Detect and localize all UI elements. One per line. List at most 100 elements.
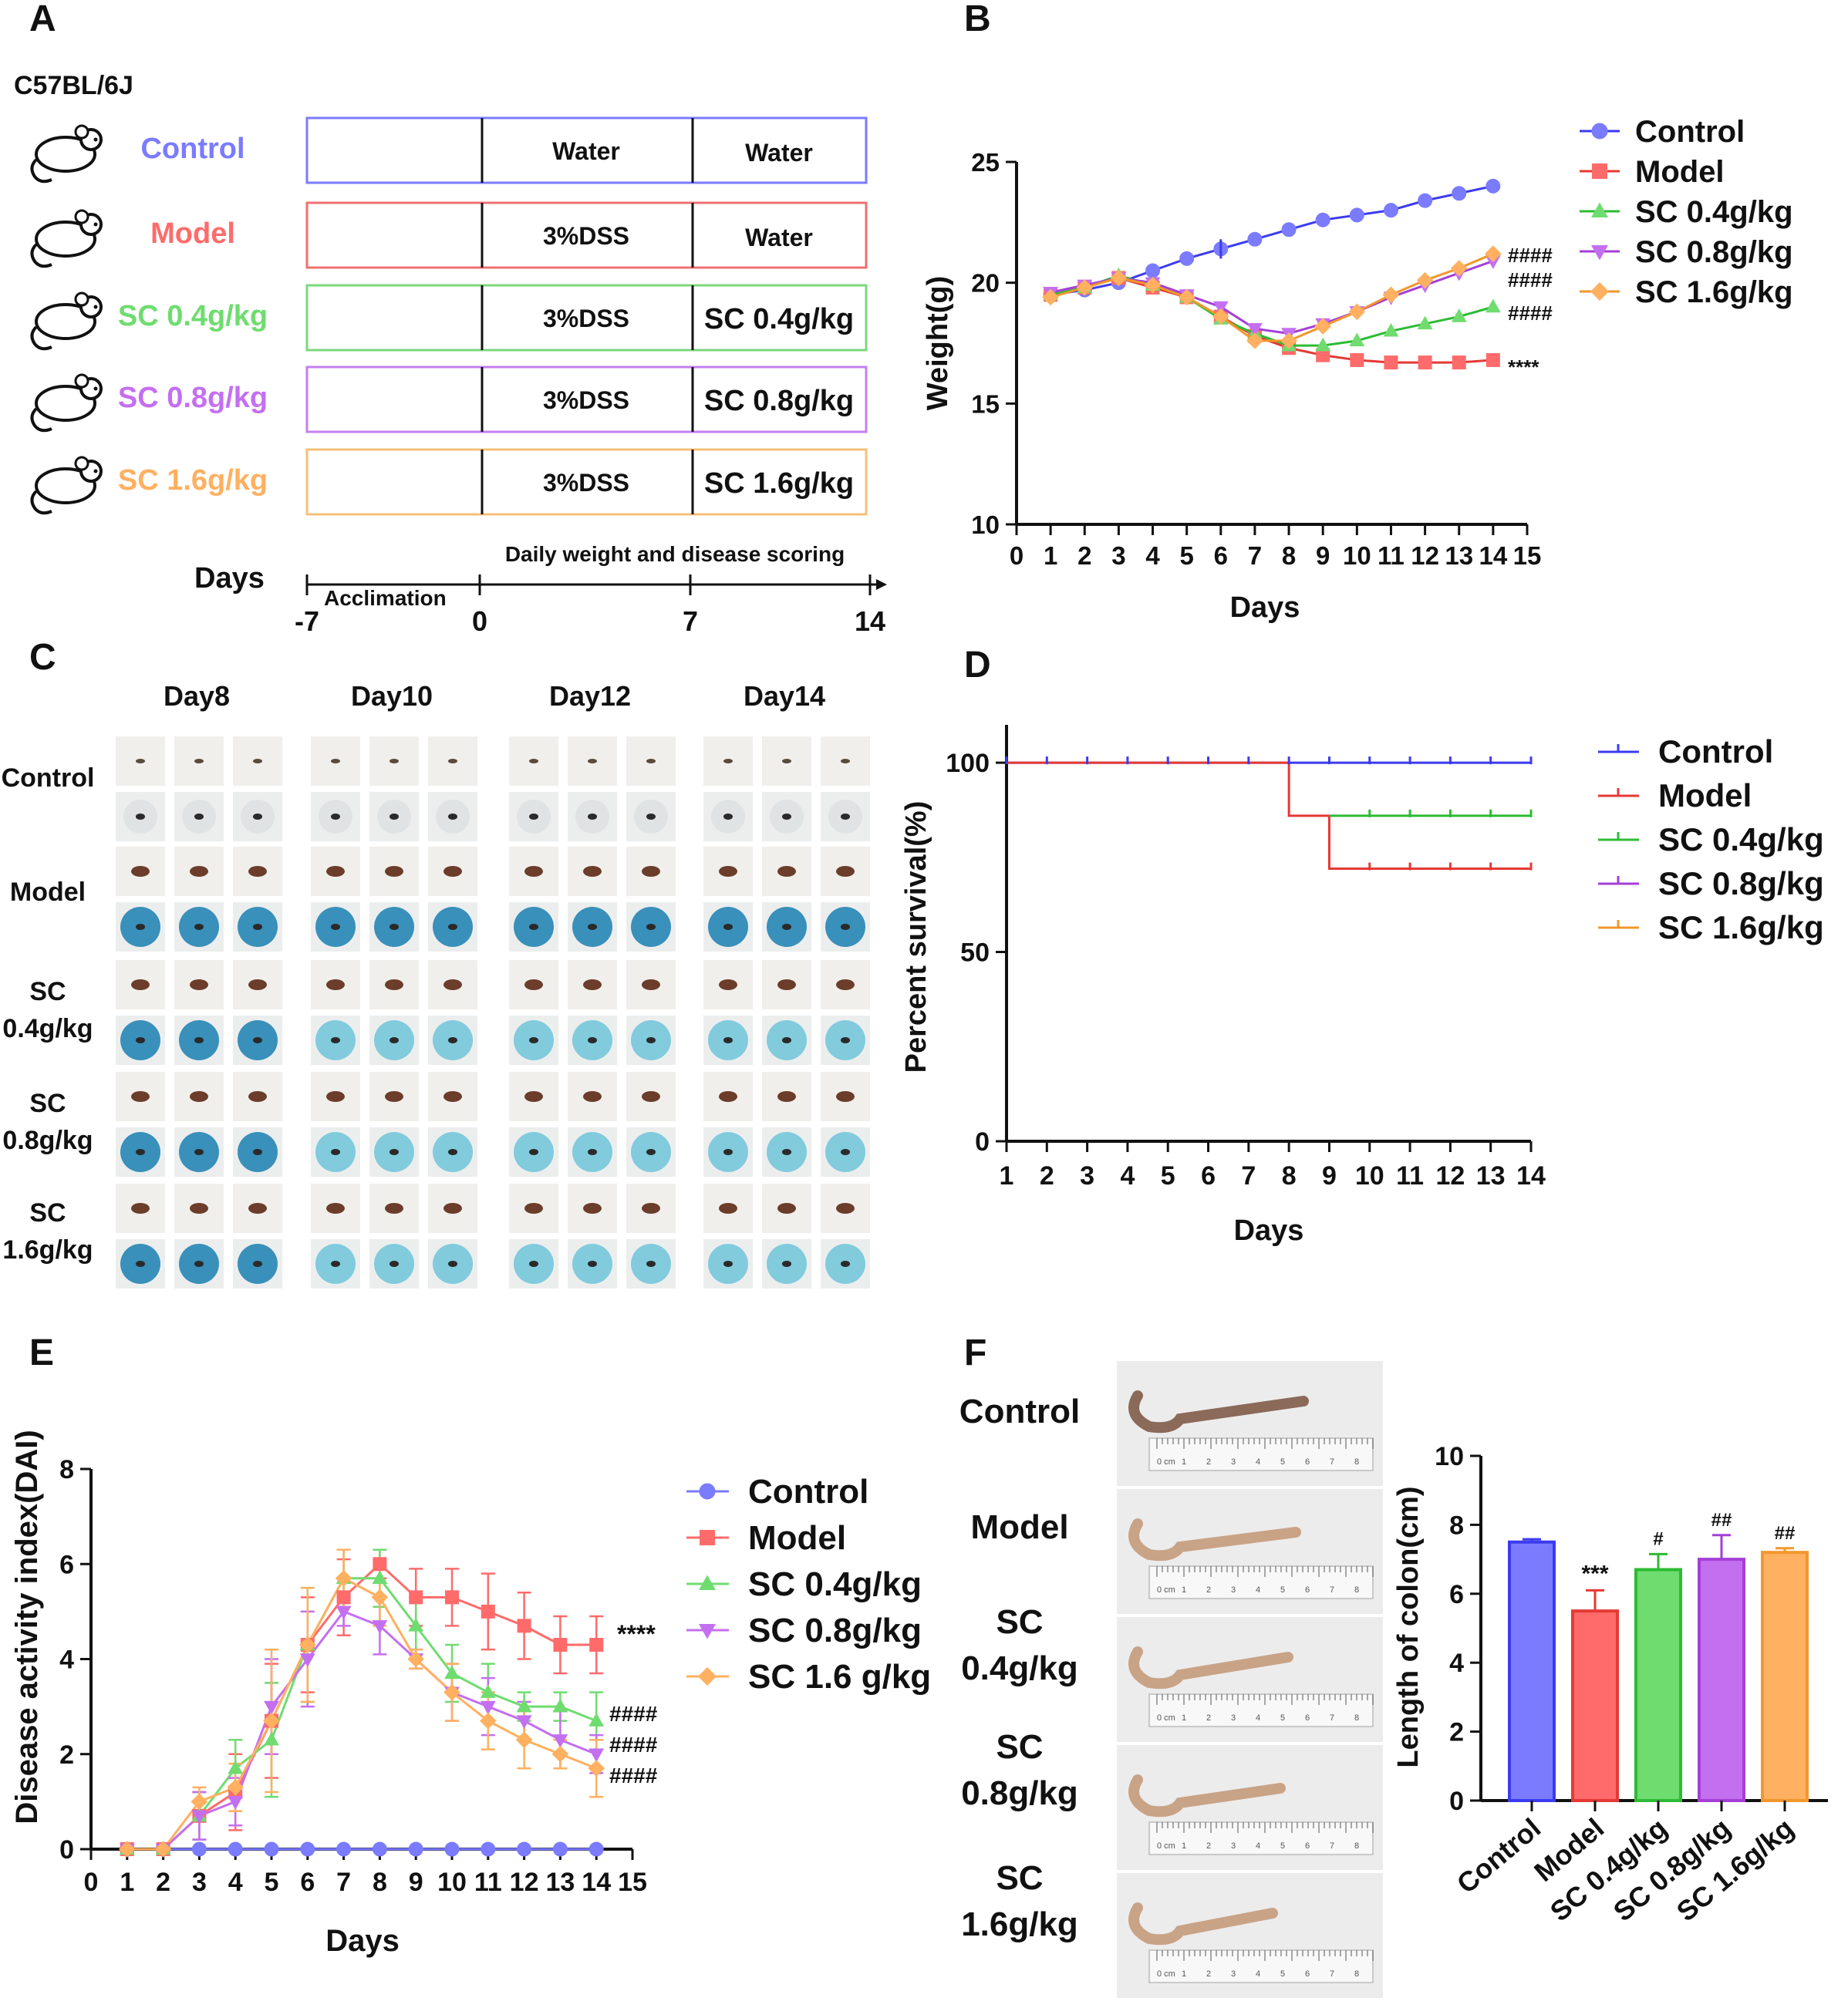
series-line-sc-1-6-g-kg [126,1576,597,1851]
stool-sample [443,979,462,990]
stool-sample [777,1203,796,1214]
stool-sample [529,1149,538,1155]
data-point-sc-0-8g-kg [1212,301,1229,315]
colon-row-label: SC [996,1859,1043,1897]
ruler-label: 5 [1280,1713,1285,1723]
x-tick-label: 7 [336,1868,351,1897]
data-point-sc-0-4g-kg [408,1618,424,1632]
x-tick-label: 7 [1248,541,1262,570]
stool-sample [331,924,340,930]
x-tick-label: 11 [1378,541,1405,570]
legend-label-sc-0-4g-kg: SC 0.4g/kg [1635,195,1793,229]
mouse-tail [30,407,52,433]
x-tick-label: 8 [1282,1161,1297,1191]
data-point-sc-0-4g-kg [552,1698,568,1713]
y-tick-label: 15 [971,389,1000,418]
legend-label-sc-0-8g-kg: SC 0.8g/kg [1658,865,1824,901]
data-point-control [552,1841,568,1857]
stool-sample [836,979,855,990]
protocol-box [305,448,868,516]
x-tick-label: 3 [1111,541,1125,570]
mouse-ear [74,291,89,307]
data-point-control [336,1841,352,1857]
stool-sample [723,1261,733,1267]
mouse-ear [74,209,89,224]
stool-sample [194,1261,204,1267]
significance-mark: #### [1508,244,1553,267]
ruler-label: 3 [1231,1841,1236,1851]
stool-sample [389,1149,399,1155]
data-point-control [1349,207,1364,223]
stool-sample [782,759,791,763]
x-tick-label: 6 [1201,1161,1216,1191]
data-point-control [1418,193,1433,208]
data-point-sc-0-8g-kg [191,1810,207,1824]
significance-mark: **** [617,1620,656,1648]
row-label: 1.6g/kg [2,1235,93,1265]
x-tick-label: 3 [1080,1161,1094,1191]
x-tick-label: 5 [265,1868,279,1897]
ruler-label: 3 [1231,1713,1236,1723]
data-point-sc-1-6-g-kg [335,1569,352,1587]
stool-sample [385,1203,403,1214]
stool-sample [588,924,597,930]
day-header-day12: Day12 [549,680,631,712]
protocol-right-text: SC 0.8g/kg [704,385,854,417]
stool-sample [841,759,850,763]
group-label-sc-0-4g-kg: SC 0.4g/kg [118,300,268,332]
legend-marker [698,1667,717,1686]
data-point-sc-1-6g-kg [1485,245,1502,262]
ruler-label: 2 [1206,1841,1211,1851]
x-tick-label: 14 [1516,1161,1546,1191]
ruler-label: 5 [1280,1457,1285,1467]
data-point-model [1384,355,1398,370]
x-axis-label: Days [325,1924,400,1958]
data-point-sc-0-8g-kg [299,1653,315,1667]
row-label: Control [2,763,95,793]
ruler-label: 4 [1256,1585,1260,1595]
y-axis-label: Weight(g) [922,276,954,410]
x-tick-label: 9 [1322,1161,1337,1191]
colon-row-label: Control [959,1393,1080,1430]
ruler-label: 8 [1354,1713,1359,1723]
legend-marker [1591,123,1608,140]
stool-sample [136,1149,145,1155]
ruler [1148,1821,1374,1855]
mouse-tail [30,158,52,184]
stool-photo-grid: Day8 Day10 Day12 Day14 Control Model SC 0.4g/kg… [2,680,870,1289]
data-point-sc-0-4g-kg [1485,298,1501,313]
row-label: SC [29,977,66,1006]
stool-sample [131,1091,150,1102]
data-point-sc-1-6-g-kg [299,1636,316,1653]
stool-sample [524,1091,543,1102]
mouse-tail [30,325,52,351]
ruler-label: 6 [1305,1585,1310,1595]
y-tick-label: 0 [975,1127,990,1157]
stool-sample [583,1091,602,1102]
stool-sample [389,814,399,820]
data-point-control [1145,263,1161,278]
data-point-sc-0-4g-kg [588,1713,605,1727]
stool-sample [782,1149,791,1155]
stool-sample [777,979,796,990]
ruler-label: 7 [1330,1457,1334,1467]
data-point-sc-0-8g-kg [264,1700,279,1715]
data-point-sc-1-6-g-kg [119,1841,136,1858]
data-point-sc-0-4g-kg [1383,322,1399,337]
x-tick-label: 1 [120,1868,134,1897]
stool-sample [136,1261,145,1267]
stool-sample [588,1261,597,1267]
stool-sample [385,979,403,990]
legend-label-model: Model [1658,777,1752,814]
ruler-label: 8 [1354,1457,1359,1467]
y-tick-label: 0 [1449,1787,1464,1816]
x-tick-label: 13 [545,1868,575,1897]
ruler-label: 2 [1206,1457,1211,1467]
bar-model [1571,1609,1619,1802]
mouse-ear [74,456,89,471]
colon-specimen [1128,1902,1278,1946]
data-point-sc-1-6g-kg [1246,332,1263,349]
ruler-label: 5 [1280,1969,1285,1979]
legend-marker [1591,245,1608,261]
